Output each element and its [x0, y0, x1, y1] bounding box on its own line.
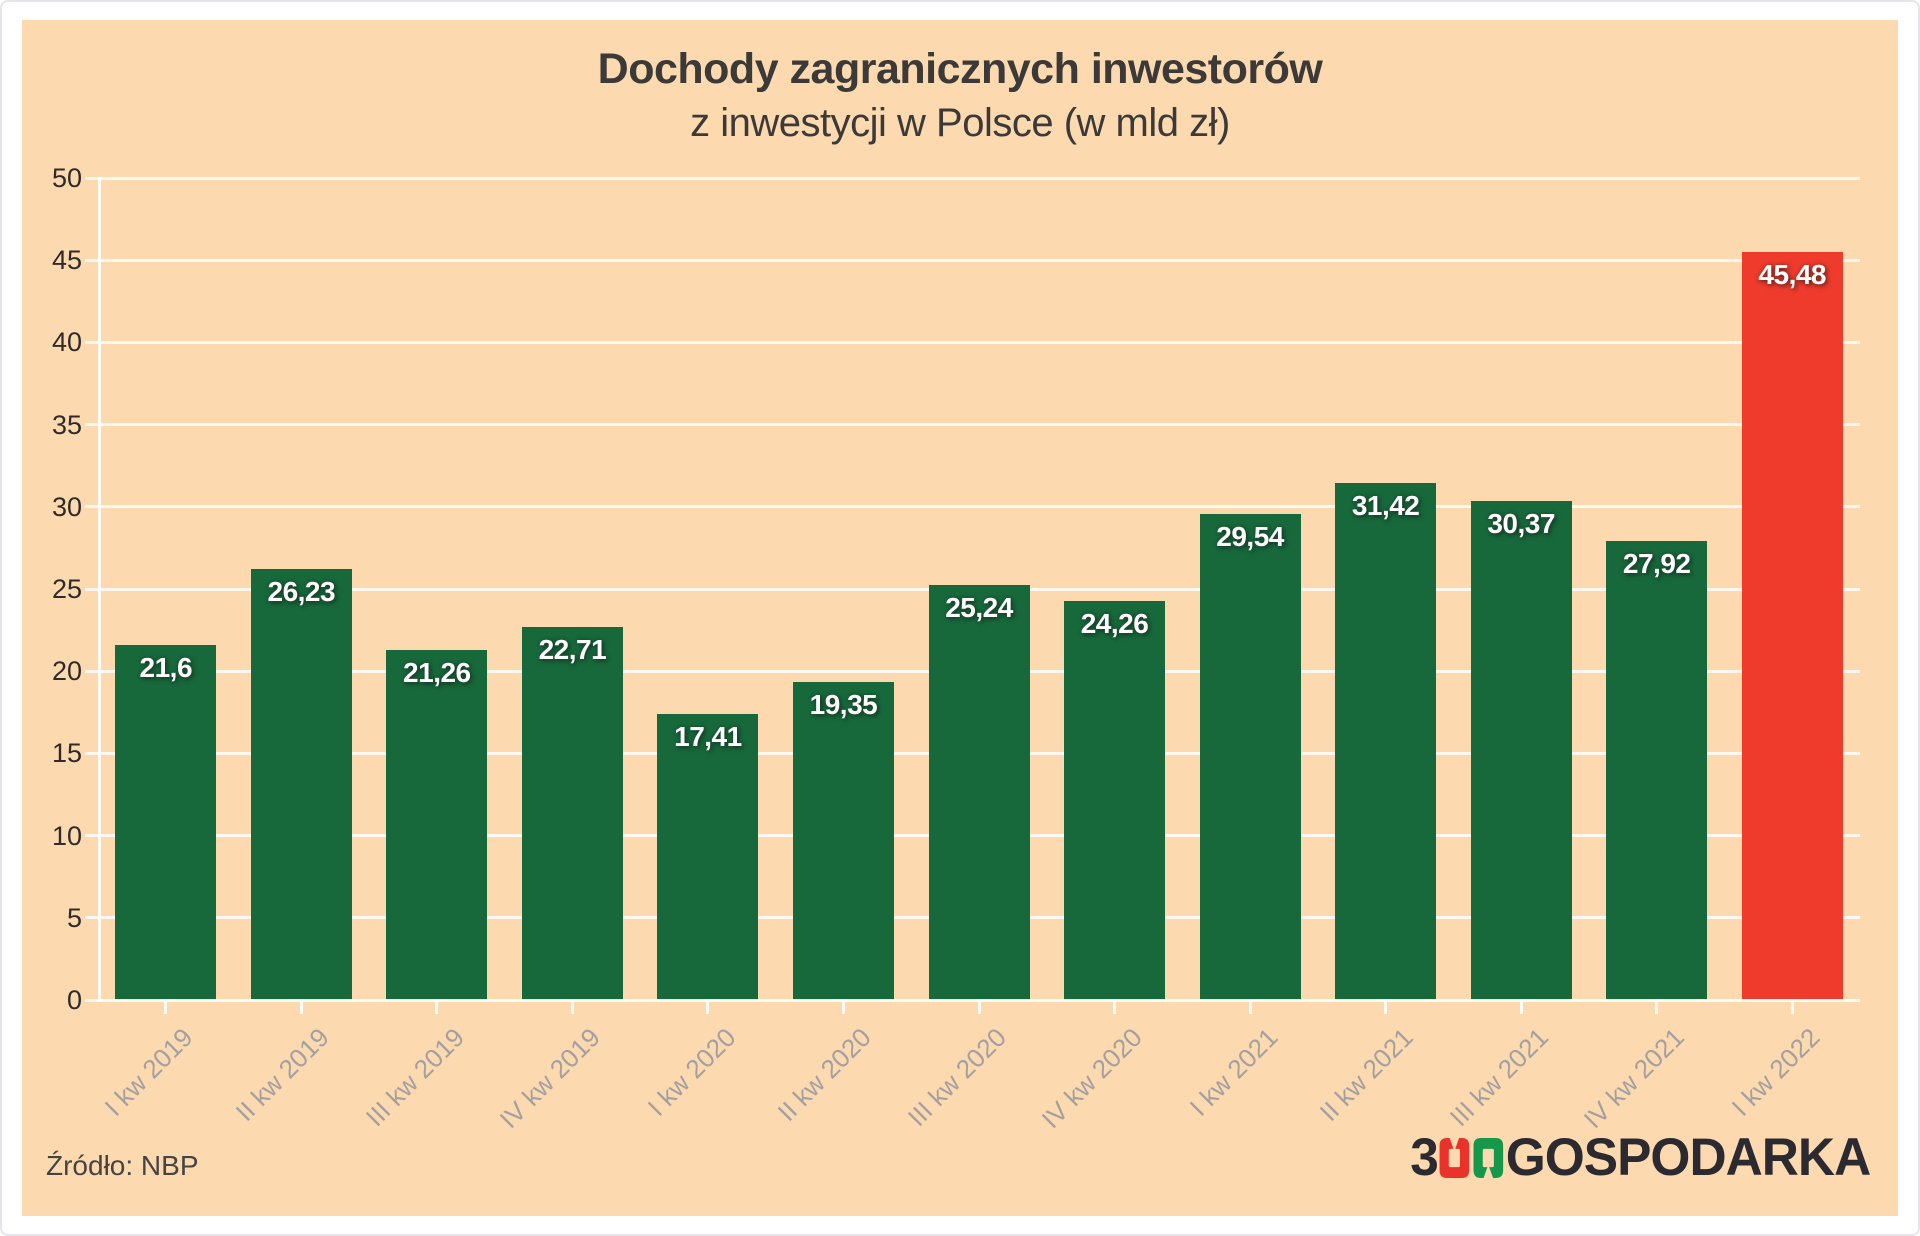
- bar-value-label: 24,26: [1080, 608, 1149, 640]
- y-tick-mark: [85, 423, 98, 427]
- x-tick-label: III kw 2021: [1444, 1022, 1555, 1133]
- y-tick-label: 30: [51, 491, 82, 522]
- y-tick-label: 25: [51, 574, 82, 604]
- x-tick-mark: [1113, 1000, 1117, 1014]
- x-tick-mark: [1384, 1000, 1388, 1014]
- y-tick-label: 45: [51, 245, 82, 276]
- x-tick-label: III kw 2019: [359, 1022, 471, 1133]
- x-tick-mark: [1248, 1000, 1252, 1014]
- y-tick-mark: [85, 587, 98, 591]
- x-tick-label: I kw 2020: [641, 1022, 742, 1122]
- chart-subtitle: z inwestycji w Polsce (w mld zł): [690, 101, 1230, 146]
- y-tick-label: 5: [66, 902, 82, 933]
- y-tick-mark: [85, 834, 98, 838]
- x-tick-mark: [977, 1000, 981, 1014]
- gridline: [98, 258, 1860, 262]
- x-tick-label: III kw 2020: [902, 1022, 1013, 1133]
- bar: 26,23: [250, 568, 352, 1000]
- title-block: Dochody zagranicznych inwestorów z inwes…: [22, 45, 1898, 147]
- bar-value-label: 30,37: [1487, 507, 1555, 539]
- bar: 27,92: [1606, 540, 1708, 1000]
- x-tick-mark: [1655, 1000, 1659, 1014]
- x-tick-mark: [706, 1000, 710, 1014]
- x-tick-mark: [164, 1000, 168, 1014]
- y-tick-label: 40: [51, 327, 82, 358]
- x-tick-mark: [841, 1000, 845, 1014]
- bar-value-label: 27,92: [1622, 547, 1691, 579]
- bar: 21,26: [386, 650, 488, 1000]
- x-tick-label: I kw 2021: [1183, 1022, 1284, 1122]
- x-tick-label: II kw 2019: [229, 1022, 335, 1128]
- bar-value-label: 29,54: [1216, 521, 1284, 553]
- bar: 29,54: [1199, 514, 1301, 1000]
- y-tick-mark: [85, 998, 98, 1002]
- x-tick-mark: [1519, 1000, 1523, 1014]
- x-tick-label: II kw 2021: [1313, 1022, 1419, 1128]
- x-tick-label: I kw 2022: [1725, 1022, 1826, 1122]
- bar-value-label: 45,48: [1758, 259, 1826, 291]
- x-tick-mark: [435, 1000, 439, 1014]
- logo-word: GOSPODARKA: [1505, 1128, 1871, 1187]
- y-tick-mark: [85, 751, 98, 755]
- x-tick-mark: [1790, 1000, 1794, 1014]
- y-tick-mark: [85, 258, 98, 262]
- x-tick-label: IV kw 2021: [1577, 1022, 1690, 1135]
- y-axis-line: [98, 176, 101, 1002]
- y-tick-mark: [85, 916, 98, 920]
- bar: 30,37: [1470, 500, 1572, 1000]
- bar-value-label: 19,35: [809, 688, 878, 720]
- x-tick-mark: [570, 1000, 574, 1014]
- bar-value-label: 26,23: [267, 575, 336, 607]
- bar-value-label: 25,24: [945, 592, 1013, 624]
- bar: 45,48: [1741, 252, 1843, 1000]
- y-tick-label: 10: [51, 820, 82, 851]
- y-tick-label: 50: [51, 163, 82, 193]
- bar: 17,41: [657, 713, 759, 1000]
- bar-chart-plot: 0 5 10 15 20 25 30 35 40 45 50 21,6 I kw 2019 26,23 II…: [22, 20, 1898, 1216]
- x-tick-label: IV kw 2020: [1035, 1022, 1148, 1135]
- bar-value-label: 31,42: [1351, 490, 1420, 522]
- x-axis-line: [98, 998, 1860, 1002]
- chart-title: Dochody zagranicznych inwestorów: [597, 45, 1323, 93]
- logo-digit-3: 3: [1409, 1128, 1439, 1187]
- y-tick-mark: [85, 340, 98, 344]
- logo-zero-green-icon: [1473, 1137, 1504, 1179]
- bar: 31,42: [1335, 483, 1437, 1000]
- x-tick-mark: [299, 1000, 303, 1014]
- y-tick-label: 20: [51, 656, 82, 687]
- logo-zero-red-icon: [1439, 1136, 1470, 1178]
- y-tick-label: 35: [51, 409, 82, 440]
- bar-value-label: 21,6: [139, 651, 193, 683]
- source-label: Źródło: NBP: [46, 1150, 199, 1181]
- bar-value-label: 21,26: [403, 657, 471, 689]
- bar-value-label: 22,71: [538, 633, 607, 665]
- bar: 19,35: [792, 681, 894, 1000]
- chart-canvas: Dochody zagranicznych inwestorów z inwes…: [22, 20, 1898, 1216]
- y-tick-mark: [85, 176, 98, 180]
- x-tick-label: II kw 2020: [771, 1022, 877, 1128]
- gridline: [98, 423, 1860, 427]
- y-tick-mark: [85, 505, 98, 509]
- gridline: [98, 176, 1860, 180]
- y-tick-mark: [85, 669, 98, 673]
- x-tick-label: I kw 2019: [99, 1022, 199, 1122]
- y-tick-label: 0: [66, 985, 82, 1015]
- gridline: [98, 340, 1860, 344]
- x-tick-label: IV kw 2019: [493, 1022, 606, 1135]
- bar: 25,24: [928, 585, 1030, 1000]
- y-tick-label: 15: [51, 738, 82, 769]
- gridline: [98, 505, 1860, 509]
- bar-value-label: 17,41: [674, 720, 742, 752]
- bar: 24,26: [1064, 601, 1166, 1000]
- bar: 22,71: [521, 626, 623, 1000]
- bar: 21,6: [115, 644, 217, 1000]
- logo-300gospodarka: 3 GOSPODARKA: [1409, 1127, 1871, 1188]
